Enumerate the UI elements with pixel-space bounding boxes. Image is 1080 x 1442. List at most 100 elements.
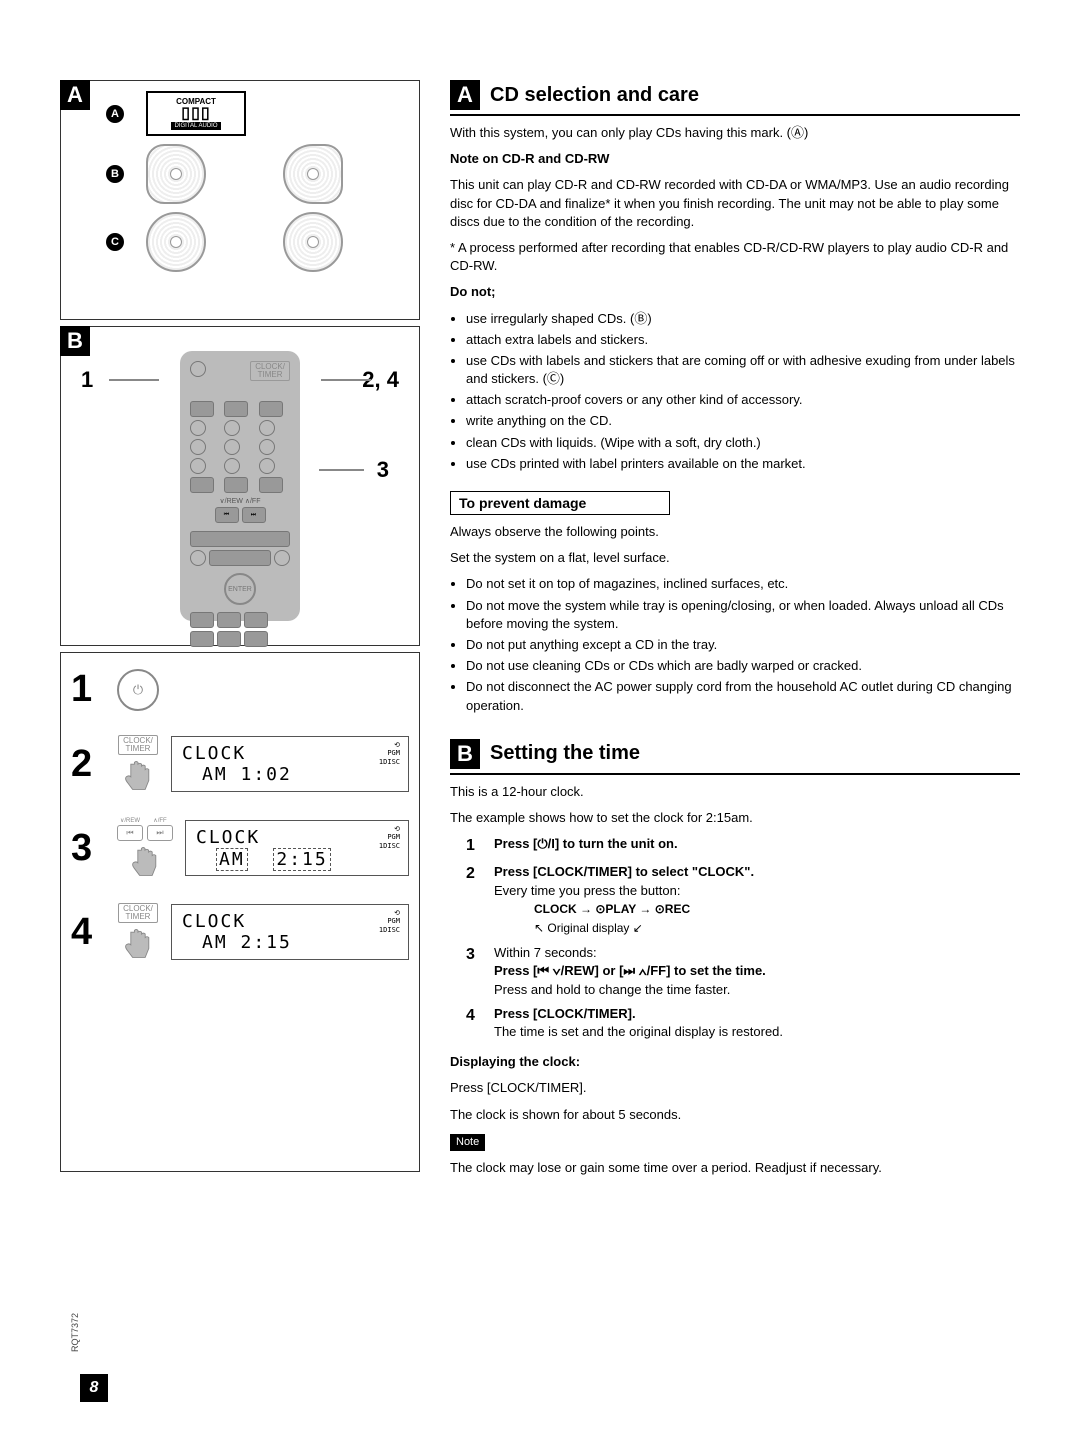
- ff-label: ∧/FF: [153, 817, 166, 824]
- step-text: Press [CLOCK/TIMER].: [494, 1006, 636, 1021]
- step-2-num: 2: [71, 743, 105, 786]
- section-a-title: CD selection and care: [490, 84, 699, 107]
- remote-btn: [190, 550, 206, 566]
- section-a-header: A CD selection and care: [450, 80, 1020, 116]
- step-text: Press [⏮ ∨/REW] or [⏭ ∧/FF] to set the t…: [494, 963, 766, 978]
- section-a-badge-right: A: [450, 80, 480, 110]
- subheading: Note on CD-R and CD-RW: [450, 150, 1020, 168]
- display-panel-2: CLOCK AM 1:02 ⟲ PGM 1DISC: [171, 736, 409, 792]
- display-time-text: AM 1:02: [202, 764, 398, 785]
- display-panel-4: CLOCK AM 2:15 ⟲ PGM 1DISC: [171, 904, 409, 960]
- display-time-text: AM 2:15: [202, 932, 398, 953]
- remote-nav-label: ∨/REW ∧/FF: [190, 497, 290, 505]
- cycle-line-1: CLOCK → ⊙PLAY → ⊙REC: [534, 902, 690, 916]
- hand-press-icon: [117, 925, 159, 961]
- list-item: Do not put anything except a CD in the t…: [466, 636, 1020, 654]
- text: Press and hold to change the time faster…: [494, 982, 730, 997]
- remote-num-btn: [190, 439, 206, 455]
- remote-btn: [190, 612, 214, 628]
- remote-btn: [217, 612, 241, 628]
- display-time-dashed: 2:15: [273, 848, 330, 871]
- cd-peel-icon-2: [283, 212, 343, 272]
- remote-control-icon: CLOCK/ TIMER ∨/REW ∧/FF ⏮ ⏭ EN: [180, 351, 300, 621]
- remote-num-btn: [259, 458, 275, 474]
- display-clock-text: CLOCK: [196, 827, 398, 848]
- list-item: use irregularly shaped CDs. (Ⓑ): [466, 310, 1020, 328]
- clock-timer-btn-label: CLOCK/ TIMER: [118, 903, 158, 923]
- text: Within 7 seconds:: [494, 945, 597, 960]
- step-3: 3 ∨/REW ⏮ ∧/FF ⏭: [71, 817, 409, 879]
- remote-btn: [190, 477, 214, 493]
- text: Always observe the following points.: [450, 523, 1020, 541]
- subheading: Displaying the clock:: [450, 1053, 1020, 1071]
- label-c: C: [106, 233, 124, 251]
- label-b: B: [106, 165, 124, 183]
- display-clock-text: CLOCK: [182, 743, 398, 764]
- cycle-diagram: CLOCK → ⊙PLAY → ⊙REC ↖ Original display …: [534, 900, 1020, 938]
- display-am-dashed: AM: [216, 848, 248, 871]
- remote-num-btn: [259, 420, 275, 436]
- right-column: A CD selection and care With this system…: [450, 80, 1020, 1185]
- callout-line-right-2: [319, 469, 364, 471]
- cd-compact-logo: COMPACT ▯▯▯ DIGITAL AUDIO: [146, 91, 246, 136]
- rew-btn-icon: ⏮: [117, 825, 143, 841]
- list-item: Do not use cleaning CDs or CDs which are…: [466, 657, 1020, 675]
- remote-btn: [190, 531, 290, 547]
- remote-power-icon: [190, 361, 206, 377]
- left-column: A A COMPACT ▯▯▯ DIGITAL AUDIO B C B 1: [60, 80, 420, 1185]
- display-pgm-text: ⟲ PGM 1DISC: [379, 825, 400, 850]
- step-3-num: 3: [71, 827, 105, 870]
- display-panel-3: CLOCK AM 2:15 ⟲ PGM 1DISC: [185, 820, 409, 876]
- remote-num-btn: [190, 458, 206, 474]
- step-4-num: 4: [71, 911, 105, 954]
- remote-num-btn: [259, 439, 275, 455]
- power-icon: ⏻: [117, 669, 159, 711]
- remote-btn: [209, 550, 271, 566]
- display-pgm-text: ⟲ PGM 1DISC: [379, 741, 400, 766]
- step-text: Press [⏻/I] to turn the unit on.: [494, 835, 1020, 857]
- section-b-badge: B: [60, 326, 90, 356]
- cd-logo-bottom: DIGITAL AUDIO: [171, 122, 220, 130]
- text: The time is set and the original display…: [494, 1024, 783, 1039]
- hand-press-icon: [124, 843, 166, 879]
- steps-list: 1Press [⏻/I] to turn the unit on. 2 Pres…: [466, 835, 1020, 1041]
- remote-btn: [224, 401, 248, 417]
- list-item: use CDs printed with label printers avai…: [466, 455, 1020, 473]
- prevent-damage-heading: To prevent damage: [450, 491, 670, 515]
- remote-btn: [259, 477, 283, 493]
- section-b-badge-right: B: [450, 739, 480, 769]
- callout-line-right-1: [321, 379, 371, 381]
- text: The clock may lose or gain some time ove…: [450, 1159, 1020, 1177]
- step-text: Press [CLOCK/TIMER] to select "CLOCK".: [494, 864, 754, 879]
- ff-btn-icon: ⏭: [147, 825, 173, 841]
- list-item: attach extra labels and stickers.: [466, 331, 1020, 349]
- remote-num-btn: [224, 458, 240, 474]
- doc-id: RQT7372: [70, 1313, 80, 1352]
- remote-btn: [224, 477, 248, 493]
- list-item: 4 Press [CLOCK/TIMER]. The time is set a…: [466, 1005, 1020, 1041]
- list-item: write anything on the CD.: [466, 412, 1020, 430]
- step-4: 4 CLOCK/ TIMER CLOCK AM 2:15 ⟲ PGM 1DISC: [71, 903, 409, 961]
- cd-shape-icon-2: [283, 144, 343, 204]
- hand-press-icon: [117, 757, 159, 793]
- diagram-a-box: A A COMPACT ▯▯▯ DIGITAL AUDIO B C: [60, 80, 420, 320]
- rew-label: ∨/REW: [120, 817, 140, 824]
- note-badge: Note: [450, 1134, 485, 1151]
- remote-num-btn: [224, 420, 240, 436]
- remote-enter-btn: ENTER: [224, 573, 256, 605]
- list-item: attach scratch-proof covers or any other…: [466, 391, 1020, 409]
- section-b-title: Setting the time: [490, 742, 640, 765]
- remote-btn: [217, 631, 241, 647]
- remote-num-btn: [190, 420, 206, 436]
- step-2: 2 CLOCK/ TIMER CLOCK AM 1:02 ⟲ PGM 1DISC: [71, 735, 409, 793]
- remote-btn: [274, 550, 290, 566]
- display-clock-text: CLOCK: [182, 911, 398, 932]
- text: With this system, you can only play CDs …: [450, 124, 1020, 142]
- callout-line-left: [109, 379, 159, 381]
- steps-box: 1 ⏻ 2 CLOCK/ TIMER CLOCK AM 1:02 ⟲ PGM 1…: [60, 652, 420, 1172]
- text: This unit can play CD-R and CD-RW record…: [450, 176, 1020, 231]
- remote-btn: [190, 401, 214, 417]
- cycle-line-2: ↖ Original display ↙: [534, 921, 643, 935]
- cd-shape-icon-1: [146, 144, 206, 204]
- remote-btn: [244, 612, 268, 628]
